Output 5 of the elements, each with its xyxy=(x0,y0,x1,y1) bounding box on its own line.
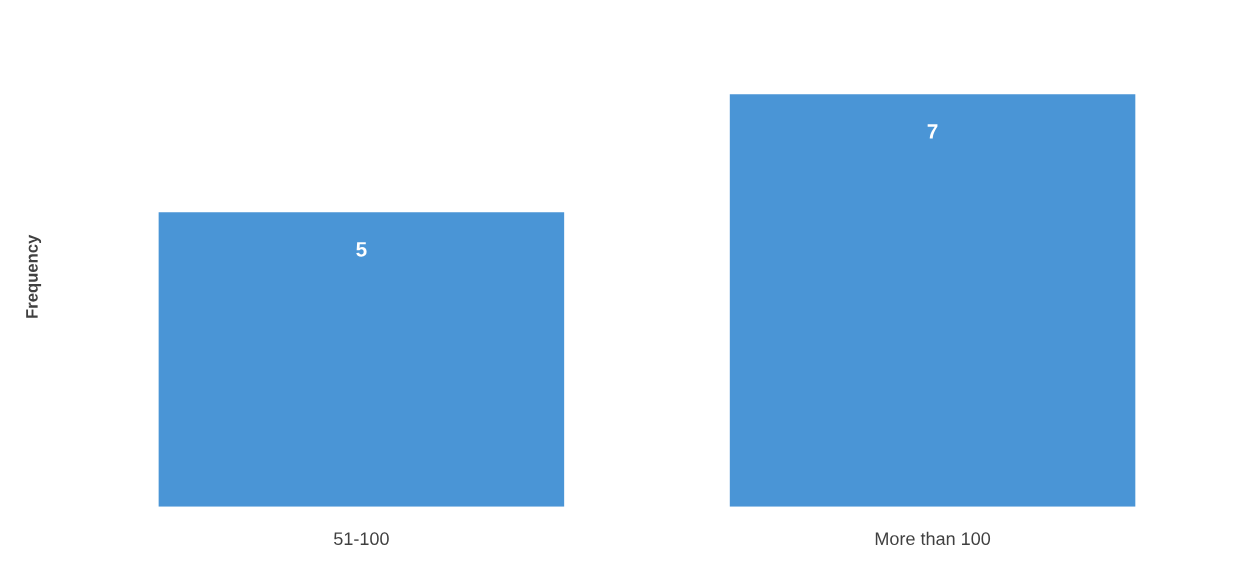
x-tick-label: More than 100 xyxy=(875,531,991,546)
data-label: 7 xyxy=(927,124,938,139)
x-tick-label: 51-100 xyxy=(334,532,389,546)
data-label: 5 xyxy=(356,242,367,257)
y-axis-title: Frequency xyxy=(26,234,42,318)
